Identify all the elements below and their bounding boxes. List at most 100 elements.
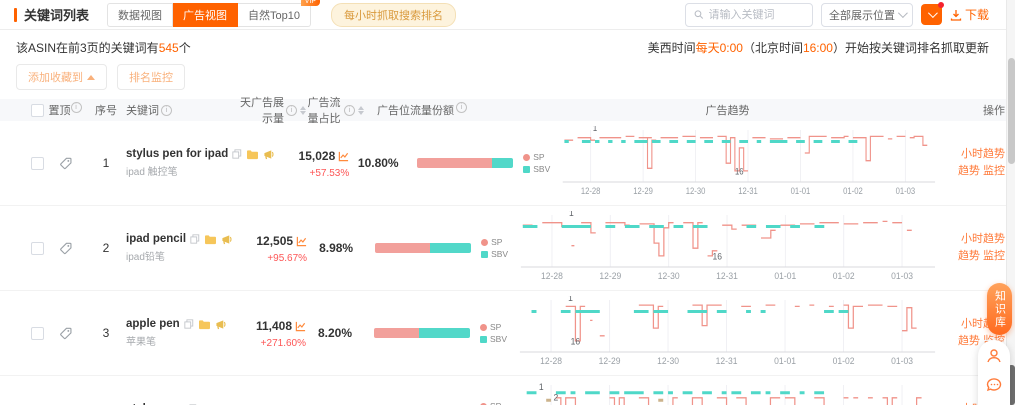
triangle-up-icon	[87, 74, 95, 80]
folder-icon[interactable]	[198, 319, 211, 330]
megaphone-icon[interactable]	[263, 149, 275, 160]
legend-item[interactable]: SP	[480, 401, 518, 405]
info-icon[interactable]: i	[456, 102, 467, 113]
row-checkbox[interactable]	[31, 241, 44, 255]
trend-chart-icon[interactable]	[296, 236, 307, 247]
hourly-crawl-pill[interactable]: 每小时抓取搜索排名	[331, 2, 456, 27]
tab-natural-top10[interactable]: 自然Top10 VIP	[238, 0, 320, 27]
rank-monitor-button[interactable]: 排名监控	[117, 64, 185, 90]
tab-ad-view[interactable]: 广告视图	[173, 2, 239, 27]
legend-item[interactable]: SP	[481, 237, 519, 247]
top-bar: 关键词列表 数据视图 广告视图 自然Top10 VIP 每小时抓取搜索排名 全部…	[0, 0, 1015, 30]
share-bar-segment-sp	[417, 158, 493, 168]
scrollbar-thumb-dark[interactable]	[1008, 365, 1015, 405]
svg-text:12-29: 12-29	[634, 185, 654, 196]
megaphone-icon[interactable]	[215, 319, 227, 330]
legend-item[interactable]: SBV	[523, 164, 561, 174]
header-keyword-label: 关键词	[126, 105, 159, 117]
trend-link[interactable]: 趋势	[957, 165, 980, 177]
keyword-count: 545	[158, 41, 179, 55]
add-favorite-button[interactable]: 添加收藏到	[16, 64, 107, 90]
keyword-search-box[interactable]	[684, 2, 813, 27]
svg-text:16: 16	[735, 166, 744, 177]
position-select-value: 全部展示位置	[828, 9, 895, 22]
table-row: 3 apple pen 苹	[0, 291, 1015, 376]
share-bar-segment-sbv	[419, 328, 470, 338]
info-icon[interactable]: i	[286, 104, 297, 116]
legend-swatch-sp	[480, 402, 487, 405]
hour-trend-link[interactable]: 小时趋势	[961, 148, 1005, 160]
row-checkbox[interactable]	[31, 156, 44, 170]
knowledge-base-button[interactable]: 知识库	[987, 283, 1012, 335]
svg-text:16: 16	[571, 336, 581, 346]
share-bar-segment-sp	[375, 243, 430, 253]
table-row: 1 stylus pen for ipad	[0, 121, 1015, 206]
position-select[interactable]: 全部展示位置	[820, 2, 913, 27]
keyword-text[interactable]: stylus pen	[126, 403, 183, 405]
trend-chart-icon[interactable]	[295, 321, 306, 332]
svg-text:1: 1	[569, 211, 574, 218]
keyword-text[interactable]: ipad pencil	[126, 233, 187, 245]
svg-text:16: 16	[713, 251, 723, 261]
chart-legend: SP SBV	[523, 152, 561, 174]
impressions-change: +57.53%	[309, 168, 350, 179]
folder-icon[interactable]	[204, 234, 217, 245]
megaphone-icon[interactable]	[221, 234, 233, 245]
copy-icon[interactable]	[232, 149, 242, 159]
download-button[interactable]: 下载	[950, 6, 989, 23]
slot-share-bar	[417, 158, 514, 168]
vertical-scrollbar[interactable]	[1006, 0, 1015, 405]
row-checkbox[interactable]	[31, 326, 44, 340]
select-all-checkbox[interactable]	[31, 103, 44, 117]
svg-text:12-30: 12-30	[658, 271, 680, 281]
share-bar-segment-sp	[374, 328, 420, 338]
monitor-link[interactable]: 监控	[983, 165, 1005, 177]
legend-item[interactable]: SP	[480, 322, 518, 332]
hour-trend-link[interactable]: 小时趋势	[961, 233, 1005, 245]
scrollbar-thumb[interactable]	[1008, 58, 1015, 164]
keyword-text[interactable]: stylus pen for ipad	[126, 148, 229, 160]
info-icon[interactable]: i	[344, 104, 355, 116]
pin-tag-icon[interactable]	[58, 156, 73, 171]
keyword-search-input[interactable]	[708, 8, 804, 21]
legend-label: SBV	[533, 164, 551, 174]
pin-tag-icon[interactable]	[58, 241, 73, 256]
pin-tag-icon[interactable]	[58, 326, 73, 341]
schedule-time-cn: 16:00	[802, 41, 833, 55]
trend-chart-icon[interactable]	[338, 151, 349, 162]
header-traffic-ratio[interactable]: 广告流量占比 i	[306, 94, 364, 126]
trend-link[interactable]: 趋势	[957, 335, 980, 347]
table-body: 1 stylus pen for ipad	[0, 121, 1015, 405]
info-icon[interactable]: i	[70, 102, 82, 113]
legend-item[interactable]: SBV	[481, 249, 519, 259]
folder-icon[interactable]	[246, 149, 259, 160]
svg-text:01-01: 01-01	[791, 185, 811, 196]
download-options-button[interactable]	[920, 2, 944, 25]
sort-icon[interactable]	[300, 105, 306, 115]
keyword-translation: ipad铅笔	[126, 252, 165, 263]
legend-item[interactable]: SBV	[480, 334, 518, 344]
copy-icon[interactable]	[190, 234, 200, 244]
svg-text:1: 1	[593, 126, 598, 133]
sort-icon[interactable]	[358, 105, 364, 115]
monitor-link[interactable]: 监控	[983, 250, 1005, 262]
legend-item[interactable]: SP	[523, 152, 561, 162]
crawl-schedule-text: 美西时间每天0:00（北京时间16:00）开始按关键词排名抓取更新	[648, 39, 989, 56]
share-bar-segment-sbv	[429, 243, 472, 253]
info-bar: 该ASIN在前3页的关键词有545个 美西时间每天0:00（北京时间16:00）…	[0, 30, 1015, 59]
trend-link[interactable]: 趋势	[957, 250, 980, 262]
info-icon[interactable]: i	[161, 104, 172, 116]
copy-icon[interactable]	[184, 319, 194, 329]
tab-data-view[interactable]: 数据视图	[107, 2, 174, 27]
impressions-change: +271.60%	[260, 338, 306, 349]
contact-service-button[interactable]	[983, 345, 1005, 367]
table-row: 2 ipad pencil	[0, 206, 1015, 291]
keyword-text[interactable]: apple pen	[126, 318, 180, 330]
chevron-down-icon	[897, 8, 908, 19]
chat-message-button[interactable]	[983, 374, 1005, 396]
legend-label: SBV	[491, 249, 509, 259]
svg-text:01-01: 01-01	[775, 271, 797, 281]
header-impressions[interactable]: 天广告展示量 i	[232, 94, 306, 126]
legend-swatch-sp	[480, 323, 487, 331]
